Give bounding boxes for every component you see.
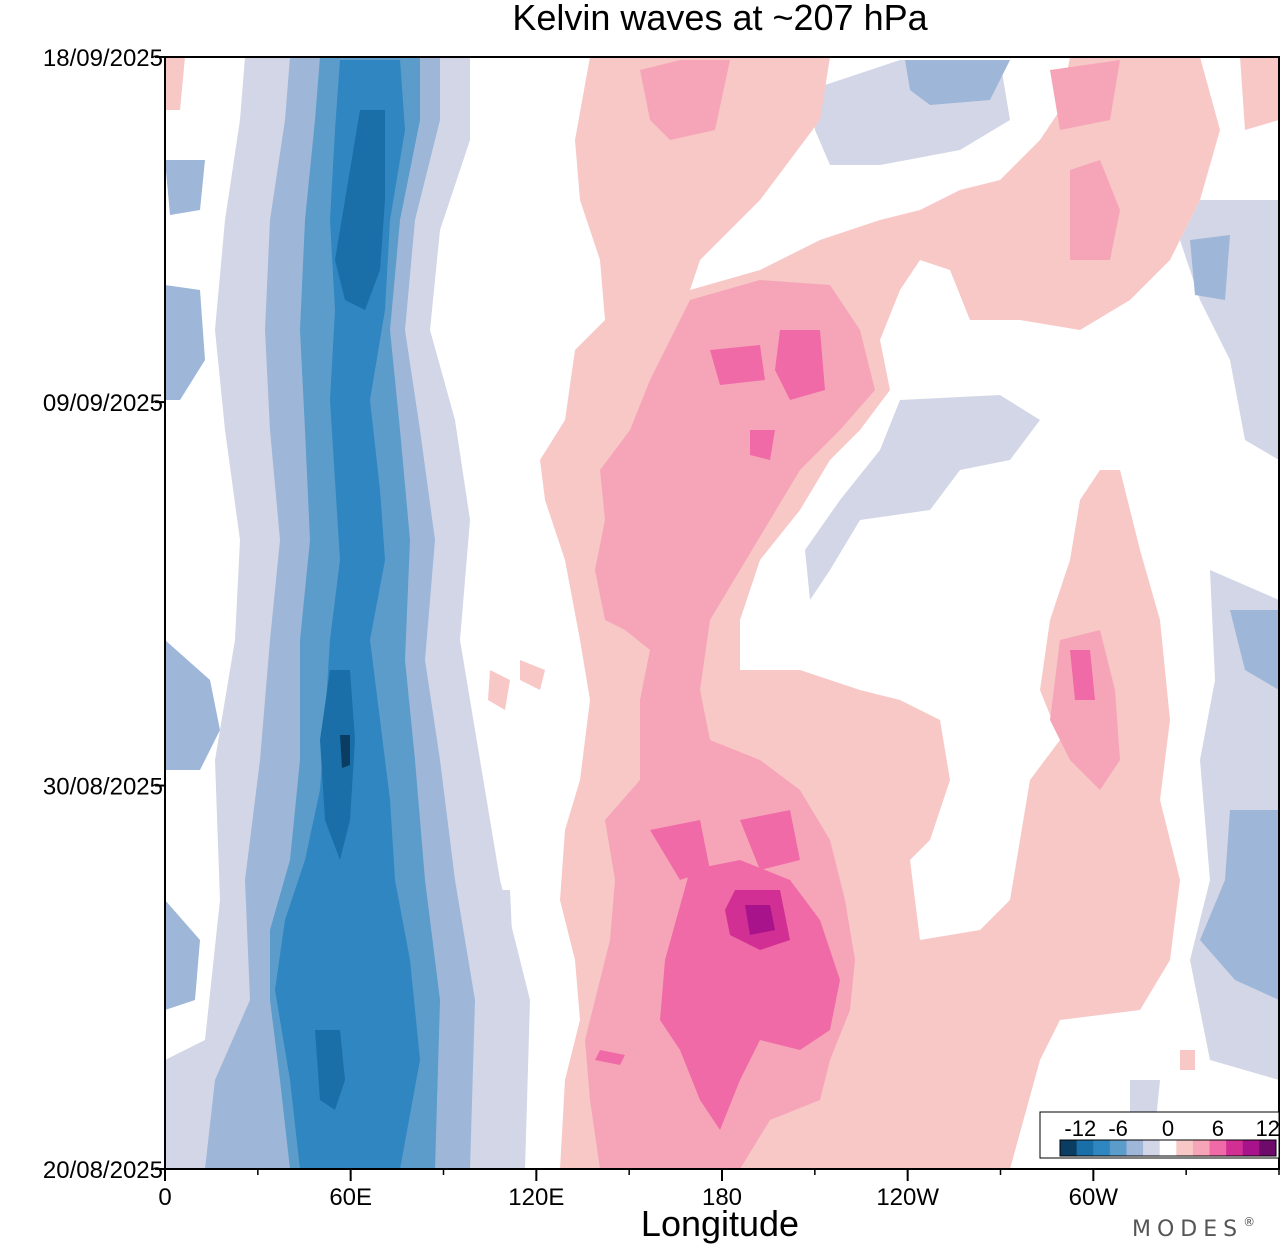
neg-contour-level-12 [340, 735, 350, 768]
colorbar-outline [1059, 1139, 1277, 1157]
y-axis: 20/08/2025 30/08/2025 09/09/2025 18/09/2025 [43, 45, 165, 1184]
brand-logo: MODES® [1132, 1215, 1261, 1242]
x-tick-label: 0 [158, 1184, 171, 1211]
y-tick-label: 09/09/2025 [43, 390, 163, 417]
colorbar-swatch [1226, 1140, 1244, 1156]
neg-contour-east-edge-2 [1190, 235, 1279, 1000]
x-tick-label: 60W [1069, 1184, 1119, 1211]
colorbar-swatch [1259, 1140, 1277, 1156]
colorbar-swatch [1109, 1140, 1127, 1156]
contour-field [165, 57, 1279, 1169]
colorbar-swatch [1143, 1140, 1161, 1156]
pos-contour-level-4b [1050, 60, 1120, 790]
colorbar-swatch [1176, 1140, 1194, 1156]
neg-contour-west-edge [165, 160, 220, 1010]
brand-logo-mark: ® [1243, 1215, 1261, 1229]
chart-title: Kelvin waves at ~207 hPa [512, 0, 928, 38]
neg-contour-level-10 [335, 110, 385, 310]
colorbar-swatch [1060, 1140, 1078, 1156]
colorbar-swatch [1192, 1140, 1211, 1156]
brand-logo-text: MODES [1132, 1217, 1243, 1242]
x-axis-label: Longitude [641, 1203, 799, 1244]
colorbar-label: 0 [1162, 1116, 1174, 1141]
x-tick-label: 60E [329, 1184, 372, 1211]
neg-contour-level-10b [320, 670, 355, 860]
colorbar-label: 12 [1255, 1116, 1279, 1141]
y-tick-label: 20/08/2025 [43, 1157, 163, 1184]
colorbar-swatch [1093, 1140, 1111, 1156]
x-tick-label: 120E [508, 1184, 564, 1211]
colorbar-label: -12 [1064, 1116, 1096, 1141]
x-tick-label: 180 [702, 1184, 742, 1211]
colorbar-swatch [1242, 1140, 1260, 1156]
pos-contour-level-6 [595, 330, 1095, 1130]
colorbar-legend: -12 -6 0 6 12 [1039, 1111, 1280, 1159]
x-axis: 0 60E 120E 180 120W 60W [158, 1169, 1280, 1211]
neg-contour-level-8 [275, 60, 420, 1169]
colorbar-swatch [1076, 1140, 1094, 1156]
pos-contour-level-10 [745, 905, 775, 935]
colorbar-label: -6 [1108, 1116, 1128, 1141]
y-tick-label: 30/08/2025 [43, 774, 163, 801]
y-tick-label: 18/09/2025 [43, 45, 163, 72]
colorbar-swatch [1126, 1140, 1144, 1156]
x-tick-label: 120W [876, 1184, 939, 1211]
colorbar-swatch [1159, 1140, 1177, 1156]
neg-contour-level-10c [315, 1030, 345, 1110]
neg-contour-pacific-east-2 [905, 60, 1010, 105]
colorbar-label: 6 [1212, 1116, 1224, 1141]
colorbar-swatch [1209, 1140, 1227, 1156]
neg-contour-pacific-east [805, 60, 1040, 600]
